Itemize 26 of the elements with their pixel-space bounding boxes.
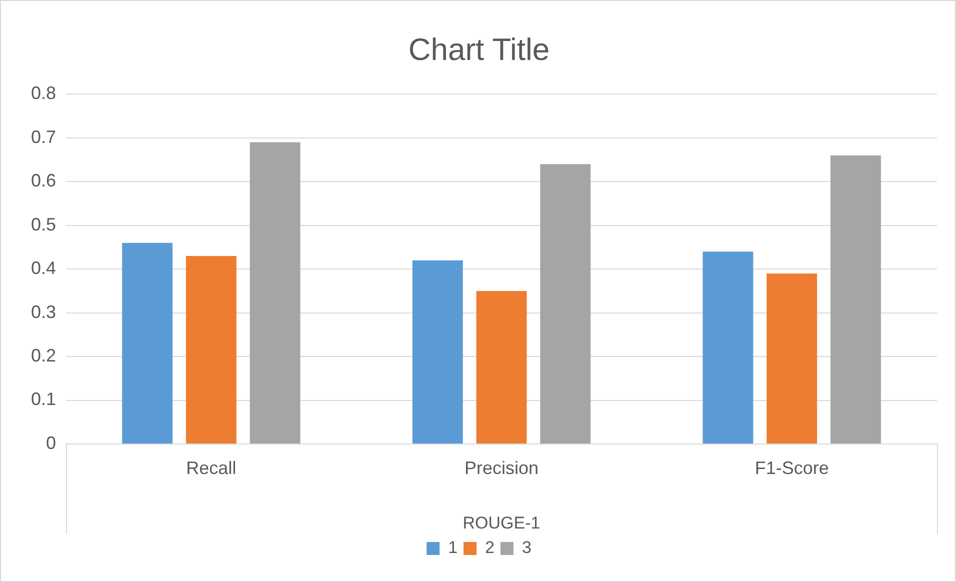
bar [702,252,754,444]
legend-label: 2 [485,538,494,558]
bar [476,290,527,444]
y-tick-label: 0.6 [30,170,56,191]
bar [250,142,300,444]
bar [540,164,591,444]
y-tick-label: 0.1 [30,389,56,410]
y-tick-label: 0.3 [30,302,56,322]
bar [122,242,173,444]
y-tick-label: 0.5 [30,214,56,234]
x-axis-title: ROUGE-1 [462,513,540,532]
legend-label: 3 [522,538,532,558]
y-tick-label: 0 [46,432,56,453]
chart-title: Chart Title [408,32,550,68]
bar [830,155,881,444]
y-tick-label: 0.8 [30,83,56,104]
y-tick-label: 0.7 [30,126,56,147]
x-tick-label: Precision [464,458,539,478]
bar [766,273,818,444]
x-tick-label: Recall [186,458,236,478]
bar [186,256,236,444]
x-tick-label: F1-Score [754,458,829,478]
y-tick-label: 0.2 [30,346,56,366]
legend-label: 1 [448,538,458,558]
y-tick-label: 0.4 [30,258,56,278]
bar [412,260,463,444]
